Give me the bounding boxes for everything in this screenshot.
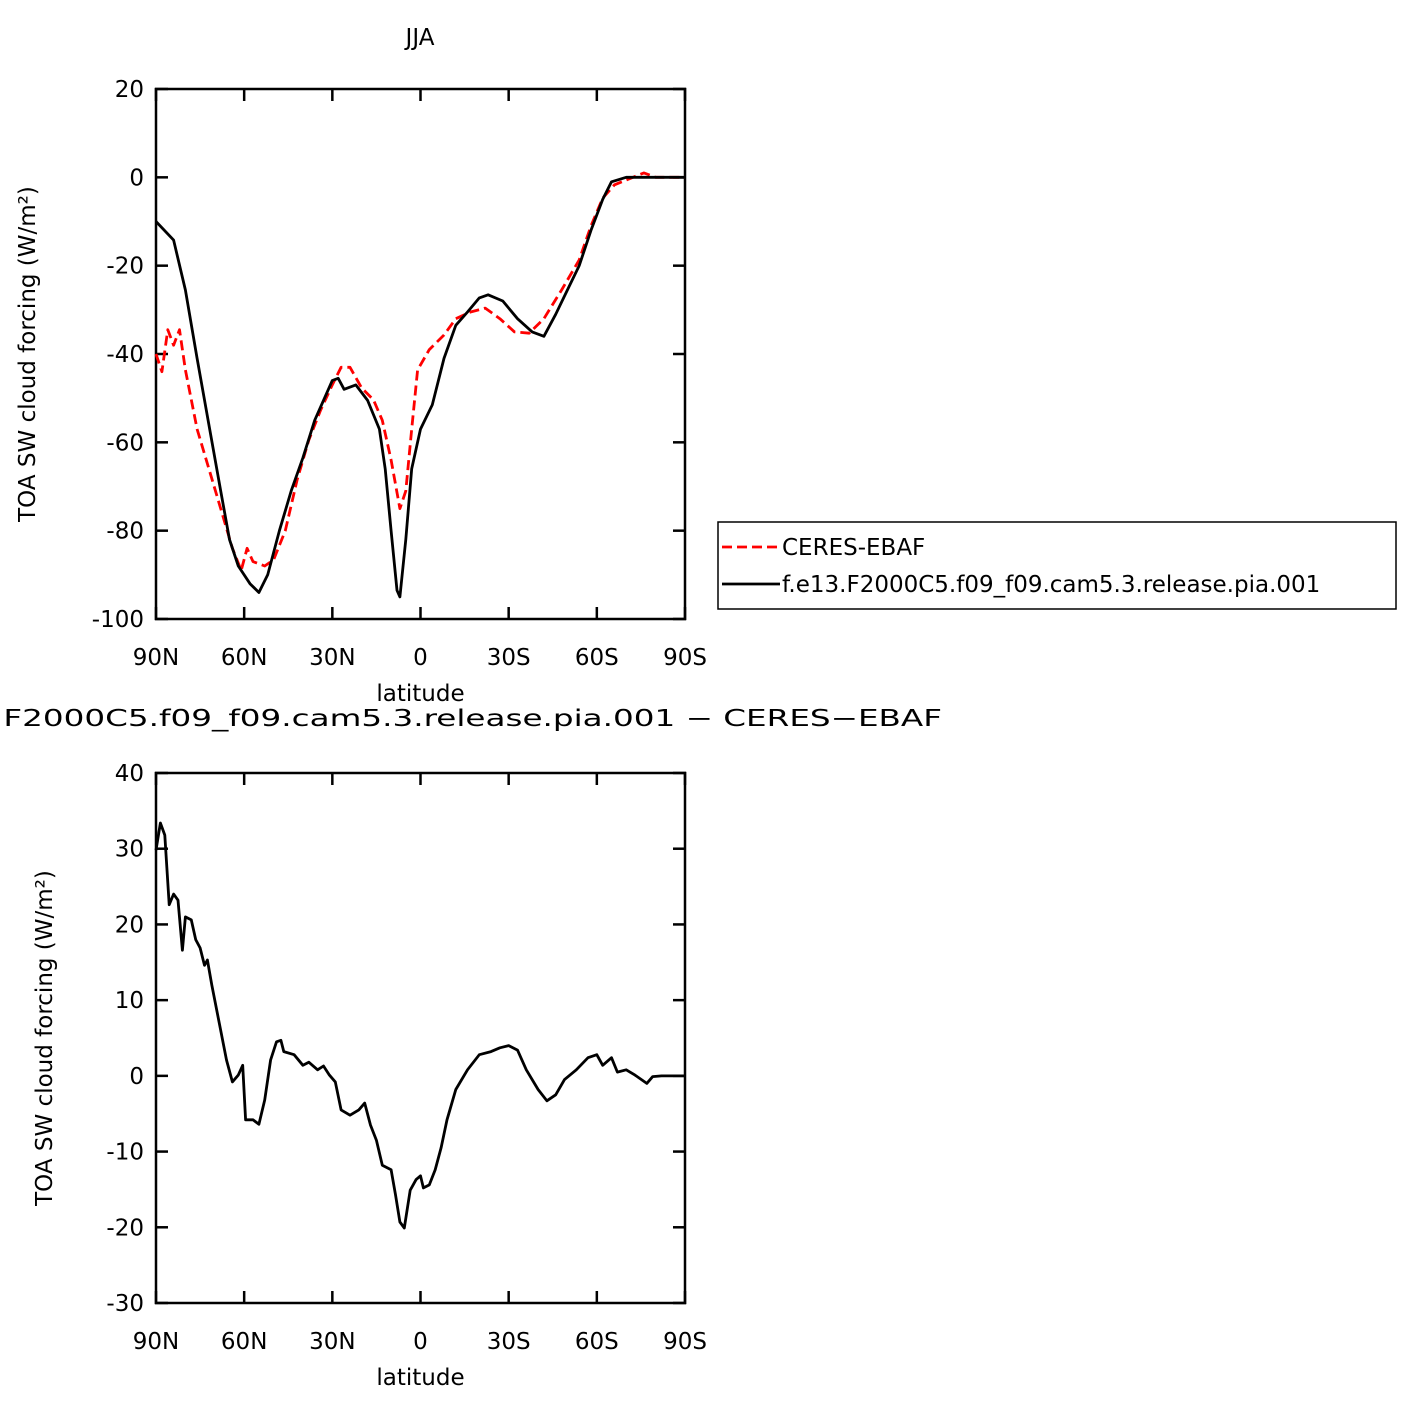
chart-title: f.e13.F2000C5.f09_f09.cam5.3.release.pia… <box>0 706 942 732</box>
x-tick-label: 30N <box>309 1329 355 1355</box>
legend-box <box>717 521 1397 610</box>
y-tick-label: 20 <box>115 77 144 103</box>
y-tick-label: -60 <box>106 430 144 456</box>
x-tick-label: 90S <box>663 1329 707 1355</box>
y-tick-label: -100 <box>92 607 144 633</box>
y-tick-label: 40 <box>115 761 144 787</box>
x-tick-label: 90S <box>663 645 707 671</box>
x-tick-label: 30S <box>487 645 531 671</box>
x-tick-label: 60N <box>221 645 267 671</box>
y-tick-label: -20 <box>106 254 144 280</box>
x-tick-label: 30S <box>487 1329 531 1355</box>
y-tick-label: 30 <box>115 837 144 863</box>
y-tick-label: 0 <box>129 165 144 191</box>
x-tick-label: 0 <box>413 645 428 671</box>
y-tick-label: -10 <box>106 1140 144 1166</box>
y-tick-label: 0 <box>129 1064 144 1090</box>
plot-frame <box>154 771 687 1305</box>
y-tick-label: -40 <box>106 342 144 368</box>
x-tick-label: 90N <box>133 1329 179 1355</box>
legend-label: f.e13.F2000C5.f09_f09.cam5.3.release.pia… <box>782 572 1320 598</box>
x-tick-label: 60S <box>575 645 619 671</box>
x-tick-label: 60N <box>221 1329 267 1355</box>
chart-title: JJA <box>404 25 435 51</box>
y-axis-label: TOA SW cloud forcing (W/m²) <box>15 186 41 523</box>
data-line <box>154 821 685 1230</box>
x-axis-label: latitude <box>376 1365 464 1391</box>
x-tick-label: 60S <box>575 1329 619 1355</box>
x-tick-label: 0 <box>413 1329 428 1355</box>
y-tick-label: -30 <box>106 1291 144 1317</box>
x-tick-label: 90N <box>133 645 179 671</box>
data-line <box>154 175 685 599</box>
legend-label: CERES-EBAF <box>782 535 925 561</box>
y-tick-label: -20 <box>106 1215 144 1241</box>
y-tick-label: 10 <box>115 988 144 1014</box>
plot-frame <box>154 87 687 621</box>
y-tick-label: 20 <box>115 912 144 938</box>
y-axis-label: TOA SW cloud forcing (W/m²) <box>32 870 58 1207</box>
x-axis-label: latitude <box>376 681 464 707</box>
y-tick-label: -80 <box>106 519 144 545</box>
data-line <box>154 171 685 572</box>
x-tick-label: 30N <box>309 645 355 671</box>
